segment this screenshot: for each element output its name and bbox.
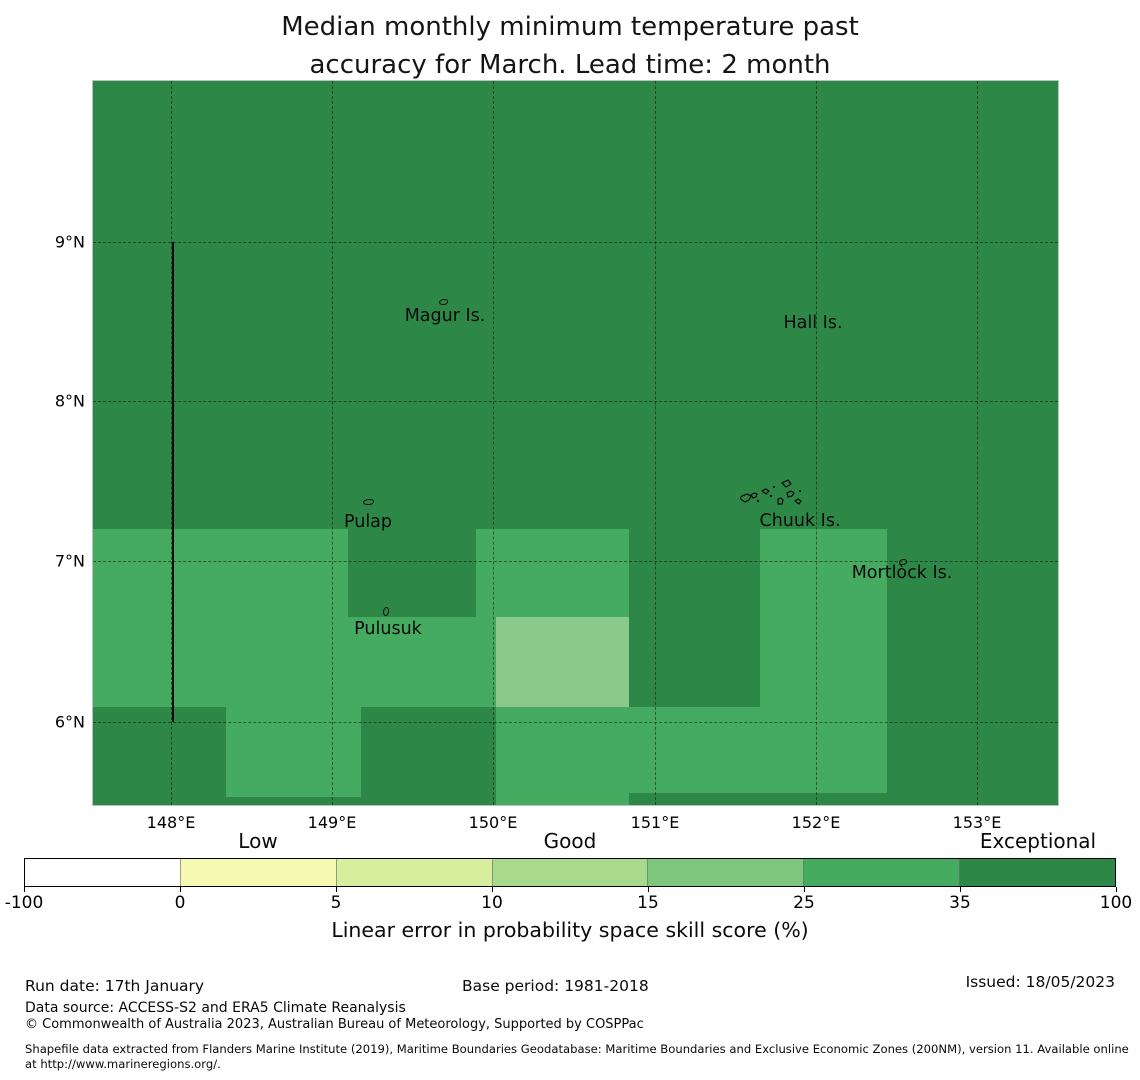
island-label-chuuk-is-: Chuuk Is. bbox=[759, 511, 841, 531]
map-patch-35-100 bbox=[348, 529, 476, 617]
colorbar-tick-label: -100 bbox=[4, 893, 44, 913]
chuuk-islands-outline bbox=[739, 479, 802, 505]
colorbar-tickmark bbox=[180, 887, 181, 892]
lon-tick-label: 152°E bbox=[791, 813, 841, 832]
issued-date-text: Issued: 18/05/2023 bbox=[965, 973, 1115, 991]
colorbar-tick-label: 10 bbox=[481, 893, 503, 913]
colorbar-tickmark bbox=[648, 887, 649, 892]
gridline-lon bbox=[977, 81, 978, 805]
colorbar-tick-label: 100 bbox=[1099, 893, 1133, 913]
lat-tick-label: 9°N bbox=[54, 232, 85, 252]
island-label-pulap: Pulap bbox=[343, 512, 393, 532]
chart-title-line1: Median monthly minimum temperature past bbox=[281, 12, 859, 42]
colorbar-tickmark bbox=[336, 887, 337, 892]
colorbar-segment--100–0 bbox=[25, 859, 180, 886]
lon-tick-label: 150°E bbox=[468, 813, 518, 832]
gridline-lon bbox=[655, 81, 656, 805]
lat-tick-label: 7°N bbox=[54, 551, 85, 571]
lat-tick-label: 8°N bbox=[54, 391, 85, 411]
colorbar-category-good: Good bbox=[543, 829, 597, 853]
colorbar-tickmark bbox=[960, 887, 961, 892]
island-label-magur-is-: Magur Is. bbox=[404, 306, 486, 326]
colorbar-tick-label: 35 bbox=[949, 893, 971, 913]
gridline-lon bbox=[332, 81, 333, 805]
lon-tick-label: 149°E bbox=[307, 813, 357, 832]
island-mark bbox=[439, 299, 448, 305]
map-patch-25-35 bbox=[476, 529, 629, 617]
map-canvas: Magur Is. Hall Is. Pulap Chuuk Is. Mortlòck … bbox=[92, 80, 1059, 806]
gridline-lat bbox=[93, 722, 1058, 723]
colorbar-axis-label: Linear error in probability space skill … bbox=[331, 918, 809, 942]
chart-title-line2: accuracy for March. Lead time: 2 month bbox=[309, 50, 831, 80]
colorbar-segment-0–5 bbox=[179, 859, 336, 886]
colorbar-category-low: Low bbox=[238, 829, 278, 853]
chart-title: Median monthly minimum temperature past … bbox=[0, 8, 1140, 84]
map-patch-25-35 bbox=[496, 707, 887, 805]
gridline-lon bbox=[171, 81, 172, 805]
colorbar-tickmark bbox=[492, 887, 493, 892]
run-date-text: Run date: 17th January bbox=[25, 977, 205, 995]
gridline-lat bbox=[93, 401, 1058, 402]
gridline-lat bbox=[93, 561, 1058, 562]
colorbar-segment-15–25 bbox=[647, 859, 804, 886]
data-source-text: Data source: ACCESS-S2 and ERA5 Climate … bbox=[25, 1000, 406, 1016]
colorbar-tick-label: 0 bbox=[174, 893, 186, 913]
shapefile-attribution-text: Shapefile data extracted from Flanders M… bbox=[25, 1042, 1129, 1071]
colorbar-segment-25–35 bbox=[803, 859, 960, 886]
colorbar-tickmark bbox=[24, 887, 25, 892]
gridline-lon bbox=[493, 81, 494, 805]
colorbar-tick-label: 25 bbox=[793, 893, 815, 913]
colorbar-category-exceptional: Exceptional bbox=[979, 829, 1097, 853]
lon-tick-label: 148°E bbox=[146, 813, 196, 832]
colorbar-segment-10–15 bbox=[491, 859, 648, 886]
lon-tick-label: 151°E bbox=[630, 813, 680, 832]
gridline-lat bbox=[93, 242, 1058, 243]
map-patch-25-35 bbox=[760, 529, 887, 707]
colorbar-tickmark bbox=[804, 887, 805, 892]
copyright-text: © Commonwealth of Australia 2023, Austra… bbox=[25, 1017, 644, 1032]
base-period-text: Base period: 1981-2018 bbox=[462, 977, 649, 995]
lon-tick-label: 153°E bbox=[952, 813, 1002, 832]
map-patch-35-100 bbox=[629, 793, 887, 805]
island-label-hall-is-: Hall Is. bbox=[783, 313, 843, 333]
colorbar-segment-5–10 bbox=[335, 859, 492, 886]
map-patch-25-35 bbox=[226, 706, 361, 797]
island-label-mortl-ck-is-: Mortlòck Is. bbox=[851, 563, 953, 583]
lat-tick-label: 6°N bbox=[54, 712, 85, 732]
gridline-lon bbox=[816, 81, 817, 805]
island-mark bbox=[899, 559, 907, 565]
colorbar-tick-label: 15 bbox=[637, 893, 659, 913]
colorbar bbox=[24, 858, 1116, 887]
island-mark bbox=[383, 607, 389, 616]
island-label-pulusuk: Pulusuk bbox=[354, 619, 422, 639]
colorbar-tick-label: 5 bbox=[330, 893, 342, 913]
island-mark bbox=[363, 499, 374, 505]
map-patch-15-25 bbox=[496, 617, 629, 707]
colorbar-tickmark bbox=[1116, 887, 1117, 892]
maritime-boundary-line bbox=[172, 242, 174, 722]
colorbar-segment-35–100 bbox=[959, 859, 1116, 886]
